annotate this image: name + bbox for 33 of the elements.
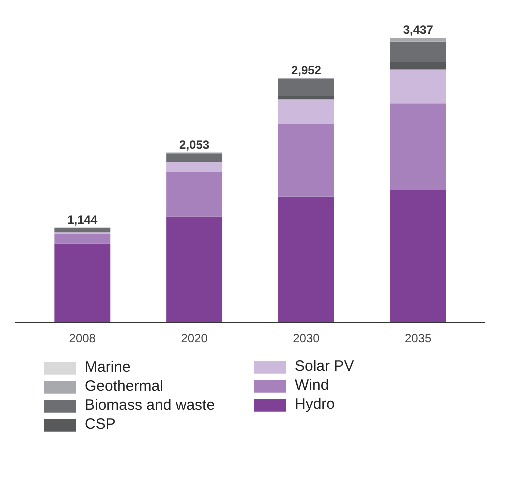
annotation: 1,144 bbox=[68, 212, 98, 227]
bar bbox=[390, 104, 446, 190]
legend-label: Hydro bbox=[295, 396, 336, 413]
bar bbox=[278, 196, 334, 322]
bar bbox=[390, 70, 446, 104]
legend-label: CSP bbox=[85, 416, 116, 433]
bar bbox=[278, 100, 334, 124]
legend-label: Wind bbox=[295, 377, 330, 394]
bar bbox=[166, 154, 223, 162]
bar bbox=[390, 62, 446, 70]
bar bbox=[390, 42, 446, 62]
bar bbox=[278, 124, 334, 197]
bar bbox=[166, 162, 223, 172]
bar bbox=[390, 38, 446, 42]
bar bbox=[54, 234, 111, 244]
annotation: 3,437 bbox=[403, 23, 434, 38]
bar bbox=[166, 172, 223, 217]
bar bbox=[390, 190, 446, 322]
bar bbox=[278, 96, 334, 100]
bar bbox=[166, 216, 223, 322]
legend-label: Marine bbox=[85, 359, 131, 376]
legend-label: Biomass and waste bbox=[85, 397, 216, 414]
bar bbox=[54, 228, 111, 233]
x-tick-label: 2008 bbox=[69, 332, 96, 346]
x-tick-label: 2020 bbox=[181, 332, 208, 346]
x-tick-label: 2030 bbox=[293, 332, 320, 346]
legend-label: Solar PV bbox=[295, 358, 354, 375]
bar bbox=[54, 244, 111, 322]
annotation: 2,053 bbox=[180, 138, 210, 152]
bar bbox=[278, 79, 334, 96]
x-tick-label: 2035 bbox=[405, 332, 432, 346]
legend-label: Geothermal bbox=[85, 378, 164, 395]
annotation: 2,952 bbox=[291, 63, 322, 78]
